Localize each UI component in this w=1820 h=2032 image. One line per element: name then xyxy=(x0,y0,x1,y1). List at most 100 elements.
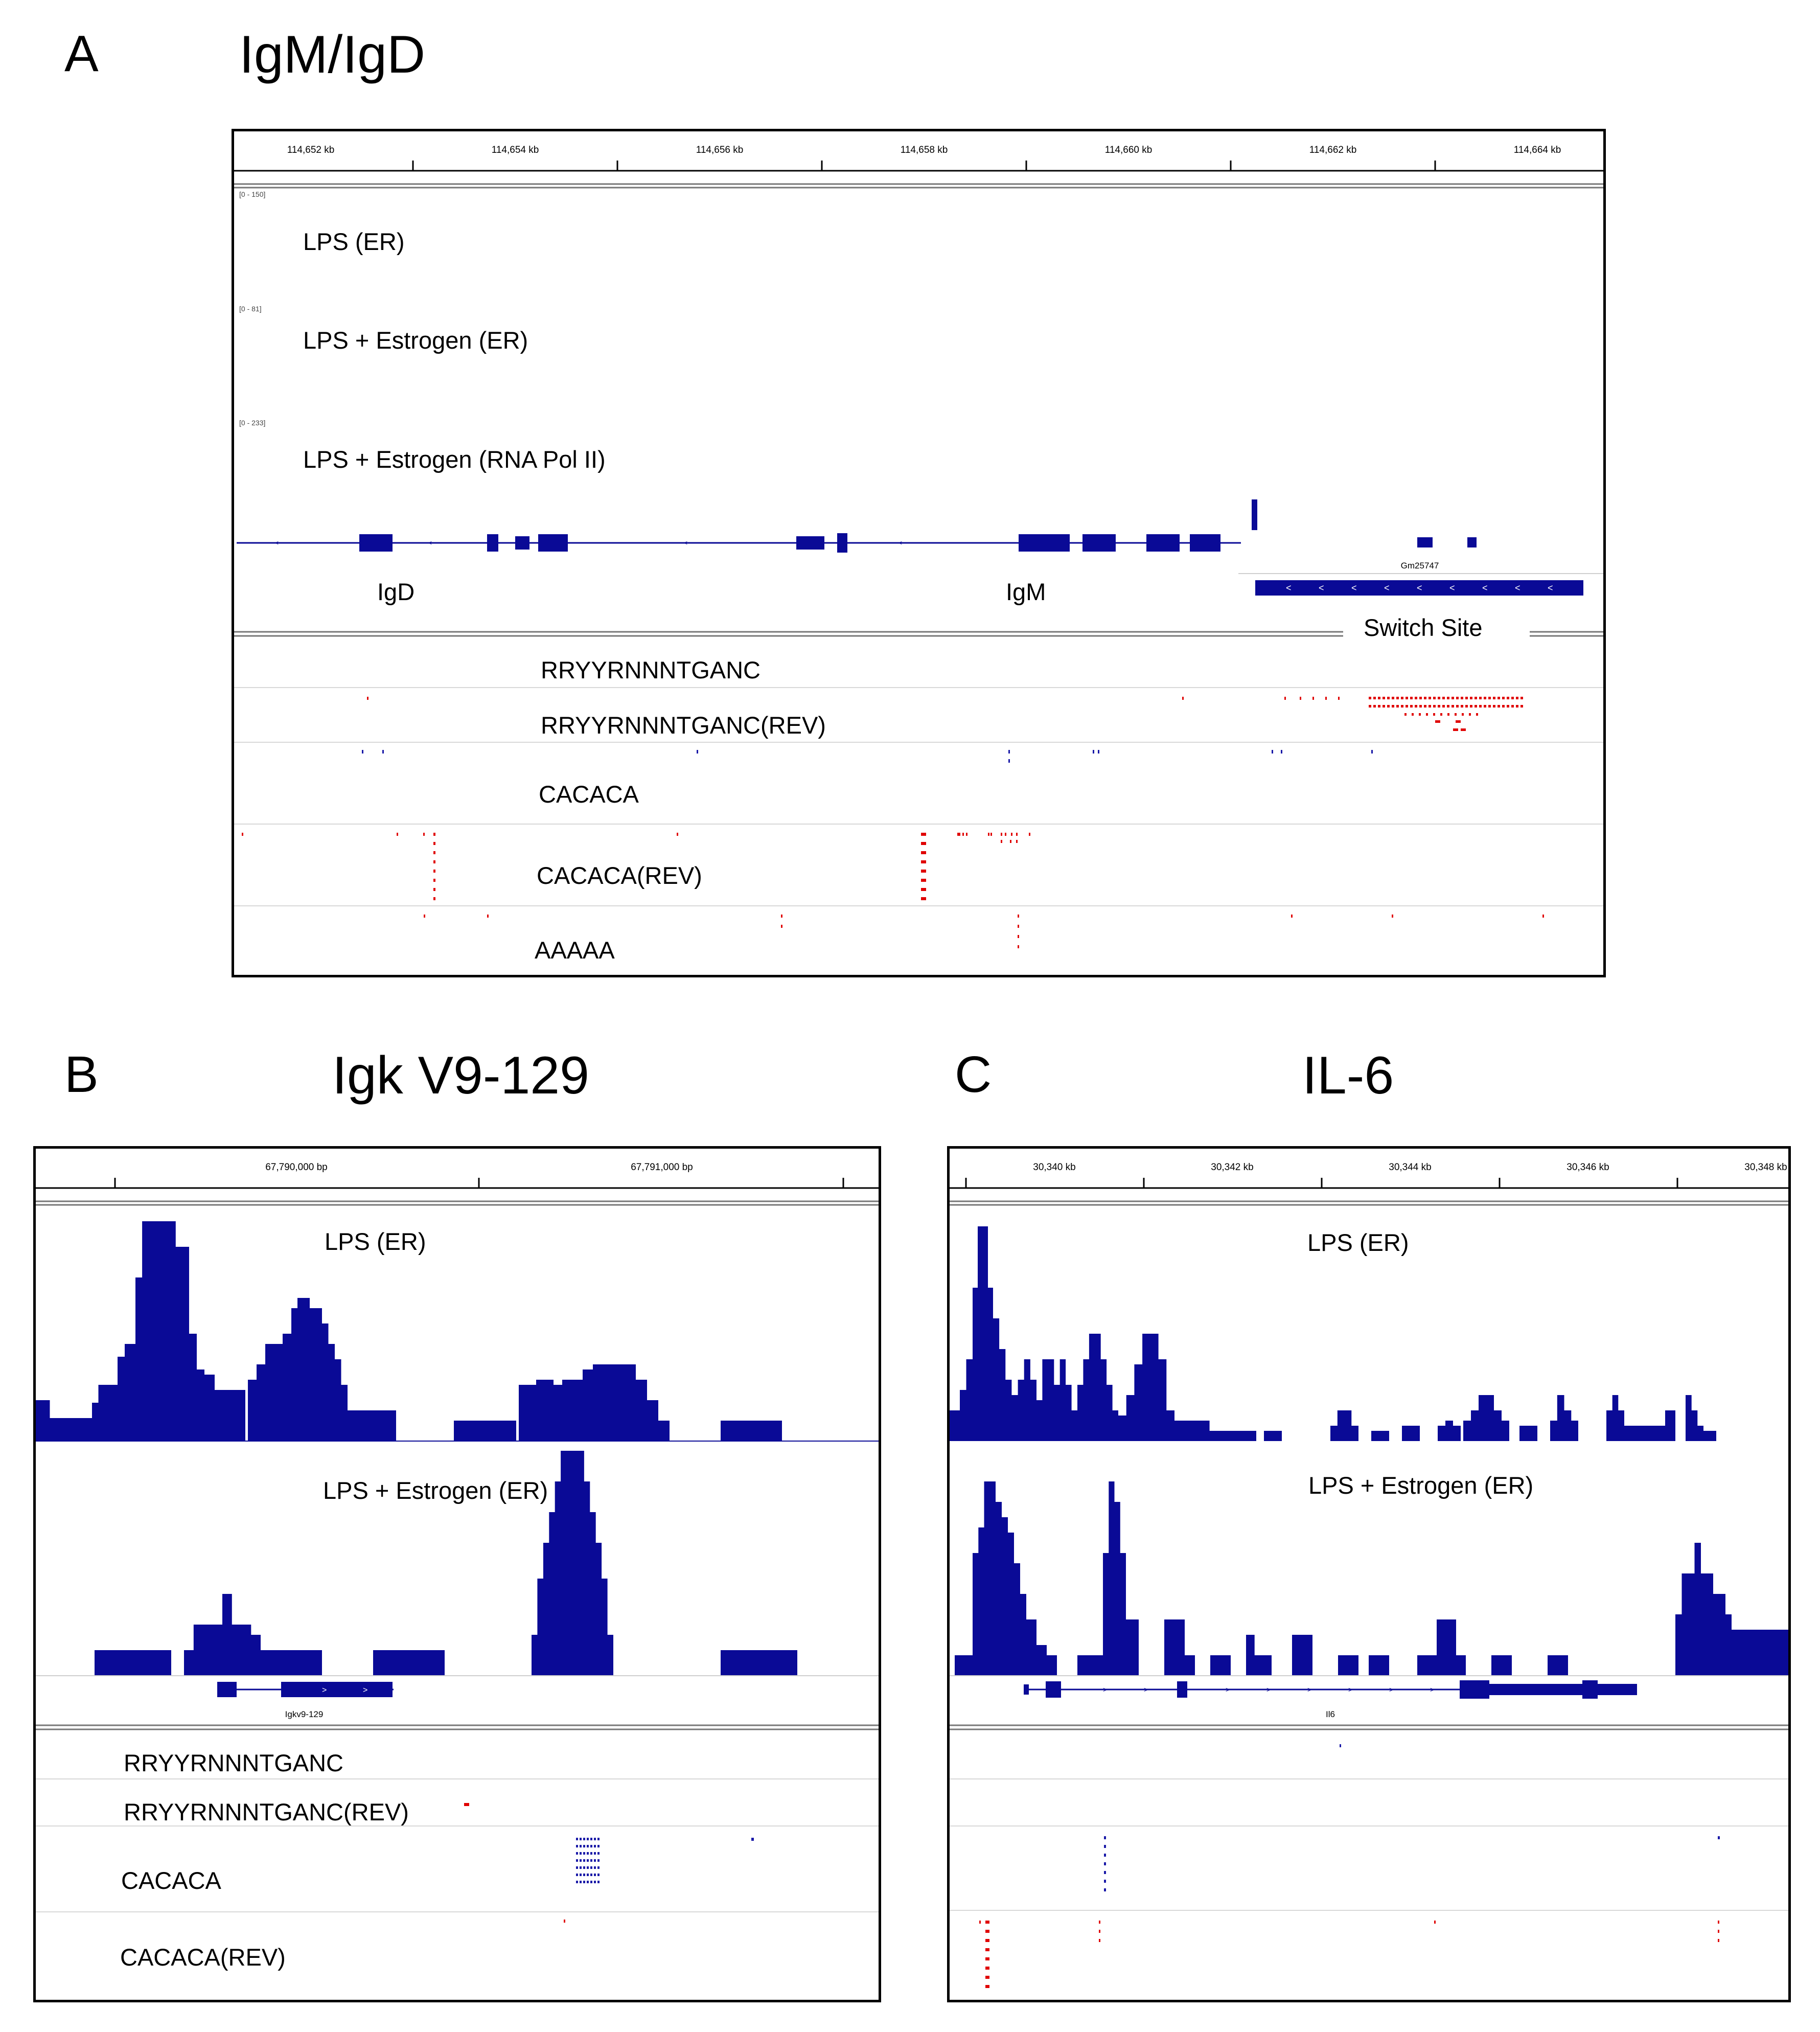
motif-hit xyxy=(580,1852,582,1855)
motif-hit xyxy=(1387,697,1390,699)
motif-hit xyxy=(985,1948,989,1951)
motif-hit xyxy=(583,1845,585,1847)
motif-hit xyxy=(1373,705,1376,707)
motif-hit xyxy=(1281,750,1282,754)
motif-hit xyxy=(985,1939,989,1942)
motif-label: RRYYRNNNTGANC(REV) xyxy=(541,712,826,739)
motif-hit xyxy=(1419,713,1421,716)
svg-text:<: < xyxy=(1286,583,1292,593)
motif-hit xyxy=(677,833,678,836)
motif-hit xyxy=(1438,697,1440,699)
motif-hit xyxy=(1479,705,1482,707)
motif-hit xyxy=(587,1881,589,1883)
motif-hit xyxy=(1340,1744,1341,1747)
motif-hit xyxy=(1452,705,1454,707)
motif-hit xyxy=(1284,697,1286,700)
motif-hit xyxy=(781,915,782,918)
ruler-tick-label: 114,652 kb xyxy=(287,145,335,155)
svg-text:<: < xyxy=(1515,583,1520,593)
gene-label: Il6 xyxy=(1326,1709,1335,1719)
motif-hit xyxy=(242,833,243,836)
track-label: LPS + Estrogen (ER) xyxy=(1308,1472,1533,1499)
motif-hit xyxy=(1406,697,1408,699)
motif-hit xyxy=(1470,705,1472,707)
motif-hit xyxy=(1718,1921,1719,1924)
motif-hit xyxy=(1542,915,1544,918)
motif-hit xyxy=(576,1852,578,1855)
motif-hit xyxy=(1001,833,1002,836)
svg-text:<: < xyxy=(899,539,902,546)
motif-hit xyxy=(1479,697,1482,699)
motif-hit xyxy=(781,925,782,928)
motif-hit xyxy=(564,1920,565,1923)
track-label: LPS (ER) xyxy=(303,228,405,255)
motif-hit xyxy=(1493,705,1495,707)
motif-hit xyxy=(576,1874,578,1876)
motif-hit xyxy=(1401,697,1403,699)
motif-hit xyxy=(957,833,959,836)
motif-hit xyxy=(1396,697,1399,699)
motif-hit xyxy=(433,879,435,882)
motif-label: CACACA xyxy=(121,1867,222,1894)
motif-hit xyxy=(1433,697,1436,699)
svg-text:<: < xyxy=(1417,583,1422,593)
motif-hit xyxy=(367,697,368,700)
svg-text:<: < xyxy=(1351,583,1357,593)
motif-hit xyxy=(1453,728,1458,731)
motif-tracks: RRYYRNNNTGANC RRYYRNNNTGANC(REV) CACACA … xyxy=(36,1749,879,1971)
motif-hit xyxy=(1272,750,1273,754)
motif-hit xyxy=(597,1881,600,1883)
motif-hit xyxy=(1404,713,1407,716)
motif-hit xyxy=(979,1921,981,1924)
motif-hit xyxy=(590,1838,592,1840)
motif-label: AAAAA xyxy=(535,937,615,964)
ruler-tick-label: 30,342 kb xyxy=(1211,1162,1253,1173)
ruler-tick-label: 30,346 kb xyxy=(1566,1162,1609,1173)
motif-hit xyxy=(587,1852,589,1855)
motif-hit xyxy=(921,888,926,891)
gene-track-igkv: > > Igkv9-129 xyxy=(217,1682,394,1719)
divider-switch xyxy=(234,631,1603,637)
motif-hit xyxy=(697,750,698,754)
motif-label: CACACA xyxy=(539,781,639,808)
motif-hit xyxy=(590,1866,592,1869)
motif-hit xyxy=(576,1838,578,1840)
track-label: LPS + Estrogen (ER) xyxy=(303,327,528,354)
motif-hit xyxy=(1488,697,1491,699)
motif-hit xyxy=(580,1866,582,1869)
track-label: LPS (ER) xyxy=(325,1228,426,1255)
track-label: LPS + Estrogen (RNA Pol II) xyxy=(303,446,606,473)
motif-hit xyxy=(1435,720,1440,723)
motif-hit xyxy=(1461,705,1463,707)
motif-hit xyxy=(1300,697,1301,700)
motif-hit xyxy=(1005,833,1006,836)
gene-track-il6: > > > > > > > > Il6 xyxy=(1024,1680,1637,1719)
ruler-tick-label: 114,662 kb xyxy=(1309,145,1357,155)
panel-c-frame: 30,340 kb 30,342 kb 30,344 kb 30,346 kb … xyxy=(947,1146,1791,2002)
motif-hit xyxy=(1498,697,1500,699)
motif-hit xyxy=(1383,697,1385,699)
panel-c-title: IL-6 xyxy=(1302,1046,1394,1105)
motif-label: CACACA(REV) xyxy=(120,1944,286,1971)
motif-hit xyxy=(590,1845,592,1847)
motif-hit xyxy=(362,750,363,754)
track-label: LPS + Estrogen (ER) xyxy=(323,1477,548,1504)
motif-hit xyxy=(1018,925,1019,928)
motif-tracks xyxy=(979,1744,1720,1988)
motif-hit xyxy=(1475,705,1477,707)
gene-label-igm: IgM xyxy=(1006,578,1046,605)
ruler-tick-label: 114,664 kb xyxy=(1514,145,1561,155)
motif-hit xyxy=(1104,1871,1106,1874)
motif-hit xyxy=(1498,705,1500,707)
motif-hit xyxy=(921,860,926,863)
motif-hit xyxy=(1456,697,1459,699)
motif-hit xyxy=(985,1967,989,1970)
motif-hit xyxy=(1016,833,1018,836)
motif-hit xyxy=(1378,697,1380,699)
motif-hit xyxy=(1447,705,1449,707)
motif-hit xyxy=(433,888,435,891)
motif-hit xyxy=(590,1881,592,1883)
motif-hit xyxy=(580,1845,582,1847)
svg-text:>: > xyxy=(1226,1685,1230,1694)
motif-hit xyxy=(580,1838,582,1840)
